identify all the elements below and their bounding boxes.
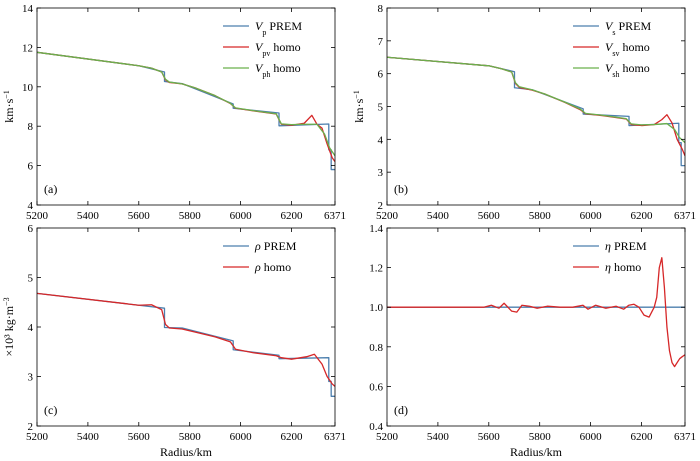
x-tick-label: 5400 [77,431,100,443]
y-tick-label: 5 [378,102,384,114]
y-tick-label: 8 [378,3,384,15]
x-tick-label: 6200 [630,431,653,443]
plot-frame [386,7,686,206]
x-tick-label: 6000 [230,210,253,222]
x-tick-label: 5800 [529,210,552,222]
plot-frame [36,227,336,427]
legend-label: Vph homo [255,61,301,79]
legend-label: Vsv homo [605,40,650,58]
x-tick-label: 6371 [324,431,346,443]
panel-label: (a) [44,182,57,196]
legend-label: ρ homo [254,260,291,274]
series-line-2 [37,292,335,387]
y-tick-label: 2 [378,200,384,212]
panel-c: 5200 5400 5600 5800 6000 6200 6371 2 3 4 5 6 (c) Radi… [2,223,347,459]
y-tick-label: 0.8 [369,342,383,354]
series-line-1 [37,292,335,397]
x-tick-label: 5800 [179,210,202,222]
x-tick-label: 5200 [376,431,399,443]
legend-label: Vpv homo [255,40,301,58]
x-tick-label: 6200 [280,210,303,222]
legend-label: η homo [605,260,641,274]
legend-label: η PREM [605,239,647,253]
y-tick-label: 7 [378,36,384,48]
y-axis-label: ×10³ kg·m−3 [2,297,17,356]
y-tick-label: 8 [28,121,34,133]
y-tick-label: 4 [28,200,34,212]
panel-a: 5200 5400 5600 5800 6000 6200 6371 4 6 8 10 12 14 (a)… [2,3,347,222]
y-tick-label: 6 [378,69,384,81]
x-tick-label: 6371 [674,210,696,222]
x-tick-label: 5400 [77,210,100,222]
y-axis-label: km·s−1 [352,90,367,123]
panel-label: (b) [394,182,408,196]
y-tick-label: 1.0 [369,302,383,314]
y-tick-label: 12 [22,42,33,54]
legend-entry: η homo [573,260,641,274]
x-tick-label: 5400 [427,210,450,222]
x-tick-label: 5200 [26,210,49,222]
legend-entry: ρ homo [223,260,291,274]
legend-label: ρ PREM [254,239,297,253]
legend-entry: Vsv homo [573,40,650,58]
y-tick-label: 5 [28,273,34,285]
y-tick-label: 6 [28,223,34,235]
series-line-3 [37,51,335,157]
y-tick-label: 0.4 [369,421,383,433]
x-tick-label: 6200 [280,431,303,443]
x-tick-label: 6000 [230,431,253,443]
x-tick-label: 6200 [630,210,653,222]
x-tick-label: 5800 [179,431,202,443]
legend-entry: Vp PREM [223,19,302,37]
x-tick-label: 5200 [376,210,399,222]
y-tick-label: 4 [28,322,34,334]
x-tick-label: 5600 [478,210,501,222]
x-axis-label: Radius/km [160,445,213,459]
y-tick-label: 2 [28,421,34,433]
plot-frame [386,227,686,427]
x-tick-label: 5400 [427,431,450,443]
y-tick-label: 6 [28,161,34,173]
y-tick-label: 3 [378,167,384,179]
legend-entry: ρ PREM [223,239,297,253]
series-line-2 [387,257,685,368]
x-tick-label: 6371 [674,431,696,443]
y-tick-label: 0.6 [369,381,383,393]
legend-entry: Vsh homo [573,61,650,79]
plot-frame [36,7,336,206]
legend-entry: Vph homo [223,61,301,79]
legend-label: Vsh homo [605,61,650,79]
legend-entry: Vpv homo [223,40,301,58]
x-axis-label: Radius/km [510,445,563,459]
legend-entry: Vs PREM [573,19,651,37]
y-tick-label: 1.4 [369,223,383,235]
legend-label: Vs PREM [605,19,651,37]
y-tick-label: 3 [28,372,34,384]
panel-d: 5200 5400 5600 5800 6000 6200 6371 0.4 0.6 0.8 1.0… [369,223,696,459]
y-tick-label: 4 [378,134,384,146]
x-tick-label: 5200 [26,431,49,443]
series-line-3 [387,56,685,144]
panel-label: (d) [394,403,408,417]
legend-entry: η PREM [573,239,647,253]
x-tick-label: 5600 [478,431,501,443]
y-axis-label: km·s−1 [2,90,17,123]
x-tick-label: 6000 [580,210,603,222]
y-tick-label: 10 [22,82,34,94]
legend-label: Vp PREM [255,19,302,37]
y-tick-label: 1.2 [369,263,383,275]
y-tick-label: 14 [22,3,34,15]
x-tick-label: 5600 [128,431,151,443]
x-tick-label: 6000 [580,431,603,443]
panel-label: (c) [44,403,57,417]
x-tick-label: 6371 [324,210,346,222]
x-tick-label: 5600 [128,210,151,222]
x-tick-label: 5800 [529,431,552,443]
panel-b: 5200 5400 5600 5800 6000 6200 6371 2 3 4 5 6 7 8 (b) km… [352,3,697,222]
